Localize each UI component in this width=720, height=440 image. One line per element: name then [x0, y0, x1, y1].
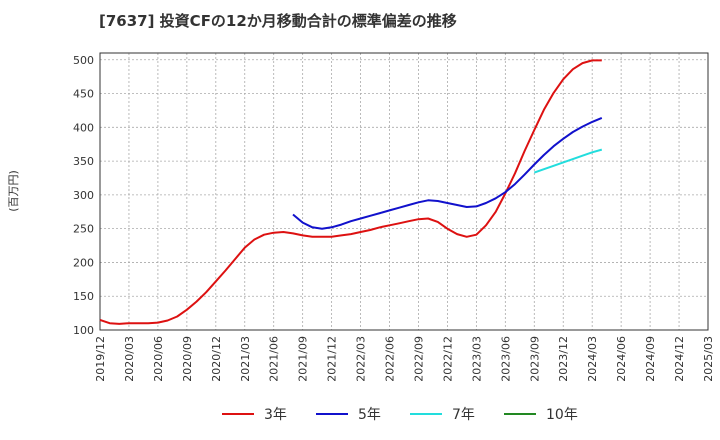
- x-tick-label: 2023/06: [499, 336, 512, 382]
- x-tick-label: 2022/03: [355, 336, 368, 382]
- legend: 3年 5年 7年 10年: [222, 407, 578, 423]
- x-tick-label: 2022/06: [384, 336, 397, 382]
- series-line-7年: [533, 148, 603, 174]
- x-tick-label: 2023/09: [528, 336, 541, 382]
- legend-label: 3年: [264, 407, 287, 423]
- x-tick-label: 2023/12: [557, 336, 570, 382]
- y-tick-label: 150: [73, 290, 94, 303]
- x-tick-label: 2021/12: [326, 336, 339, 382]
- y-tick-label: 450: [73, 88, 94, 101]
- y-axis-ticks: 100 150 200 250 300 350 400 450 500: [73, 54, 94, 337]
- y-tick-label: 400: [73, 121, 94, 134]
- x-axis-ticks: 2019/12 2020/03 2020/06 2020/09 2020/12 2021/…: [94, 336, 715, 382]
- x-tick-label: 2025/03: [702, 336, 715, 382]
- series-lines: [99, 59, 603, 325]
- x-tick-label: 2021/09: [297, 336, 310, 382]
- plot-area: [99, 52, 709, 331]
- legend-label: 10年: [546, 407, 578, 423]
- y-tick-label: 250: [73, 223, 94, 236]
- y-tick-label: 300: [73, 189, 94, 202]
- series-line-5年: [292, 116, 603, 230]
- x-tick-label: 2020/12: [210, 336, 223, 382]
- y-tick-label: 350: [73, 155, 94, 168]
- x-tick-label: 2020/09: [181, 336, 194, 382]
- x-tick-label: 2022/12: [441, 336, 454, 382]
- x-tick-label: 2023/03: [470, 336, 483, 382]
- x-tick-label: 2021/06: [268, 336, 281, 382]
- y-tick-label: 100: [73, 324, 94, 337]
- x-tick-label: 2022/09: [412, 336, 425, 382]
- series-line-3年: [99, 59, 602, 325]
- y-tick-label: 200: [73, 256, 94, 269]
- grid-lines: [99, 53, 709, 331]
- legend-label: 7年: [452, 407, 475, 423]
- x-tick-label: 2024/06: [615, 336, 628, 382]
- y-axis-label: (百万円): [7, 170, 20, 212]
- x-tick-label: 2024/09: [644, 336, 657, 382]
- legend-label: 5年: [358, 407, 381, 423]
- x-tick-label: 2020/03: [123, 336, 136, 382]
- x-tick-label: 2024/12: [673, 336, 686, 382]
- x-tick-label: 2024/03: [586, 336, 599, 382]
- chart-title: [7637] 投資CFの12か月移動合計の標準偏差の推移: [99, 12, 457, 30]
- x-tick-label: 2019/12: [94, 336, 107, 382]
- x-tick-label: 2021/03: [239, 336, 252, 382]
- y-tick-label: 500: [73, 54, 94, 67]
- x-tick-label: 2020/06: [152, 336, 165, 382]
